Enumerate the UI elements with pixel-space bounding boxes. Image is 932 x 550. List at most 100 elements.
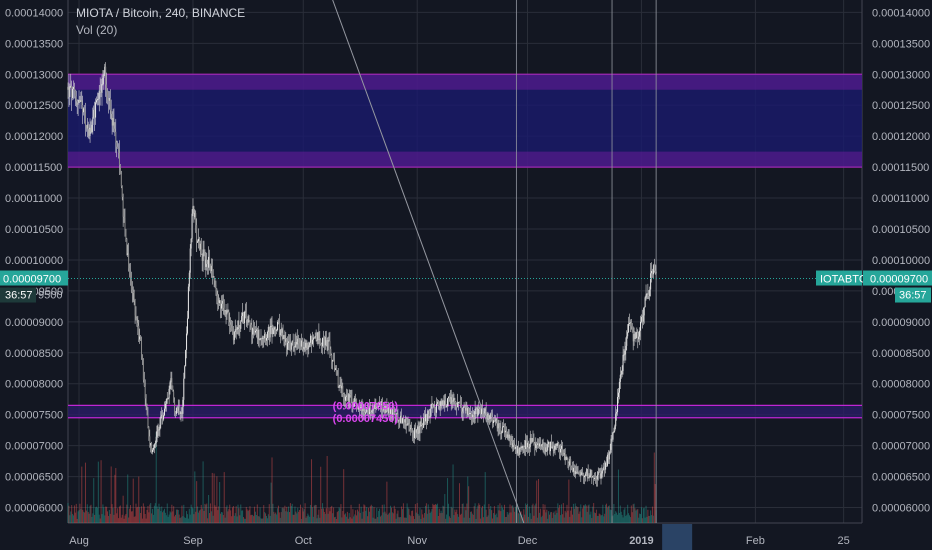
candle-body [340,385,342,389]
candle-body [587,469,589,479]
volume-bar [616,512,618,523]
volume-bar [189,514,191,523]
candle-body [645,294,647,298]
candle-body [378,406,380,408]
volume-bar [134,516,136,523]
candle-body [634,334,636,339]
candle-body [212,276,214,278]
candle-body [301,340,303,349]
fib-level-label: (0.00007650) [333,400,399,412]
candle-body [365,411,367,415]
candle-body [291,340,293,343]
left-tick-label: 0.00013000 [5,69,63,81]
volume-bar [514,511,516,523]
volume-bar [120,517,122,523]
time-axis[interactable]: Aug Sep Oct Nov Dec 2019 Feb 25 [69,524,850,550]
volume-bar [350,504,352,523]
candle-body [349,394,351,395]
volume-bar [475,518,477,523]
volume-bar [578,513,580,523]
right-price-axis[interactable]: 0.00014000 0.00013500 0.00013000 0.00012500… [872,7,930,514]
candle-body [229,322,231,325]
candle-body [232,331,234,341]
right-tick-label: 0.00010500 [872,224,930,236]
candle-body [360,406,362,410]
candle-body [465,407,467,411]
volume-bar [305,517,307,523]
volume-bar [405,517,407,523]
volume-bar [211,472,213,523]
volume-bar [68,505,70,523]
volume-bar [425,503,427,523]
candle-body [70,85,72,87]
candle-body [273,327,275,330]
volume-bar [641,518,643,523]
candle-body [267,326,269,332]
candle-body [569,459,571,466]
volume-bar [576,506,578,523]
volume-bar [424,513,426,523]
candle-body [380,401,382,410]
volume-bar [215,506,217,523]
volume-bar [589,514,591,523]
candle-body [324,337,326,346]
volume-bar [642,508,644,523]
volume-bar [109,513,111,523]
volume-bar [392,513,394,523]
volume-bar [192,508,194,523]
volume-bar [214,505,216,523]
volume-bar [345,516,347,523]
candle-body [269,326,271,338]
volume-bar [651,506,653,523]
candle-body [96,99,98,101]
candle-body [278,323,280,336]
volume-bar [175,509,177,523]
volume-bar [610,510,612,523]
candle-body [241,316,243,322]
volume-bar [581,517,583,523]
volume-bar [442,505,444,523]
left-price-axis[interactable]: 0.00014000 0.00013500 0.00013000 0.00012500… [5,7,63,514]
candle-body [651,270,653,274]
candle-body [607,454,609,460]
candle-body [350,394,352,399]
candle-body [127,253,129,255]
candle-body [133,292,135,301]
candle-body [125,229,127,239]
volume-bar [637,509,639,523]
volume-bar [368,507,370,523]
volume-bar [360,506,362,523]
candle-body [391,408,393,418]
volume-indicator-label[interactable]: Vol (20) [76,23,117,37]
left-tick-label: 0.00014000 [5,7,63,19]
volume-bar [617,469,619,523]
candle-body [615,413,617,427]
candle-body [381,401,383,411]
candle-body [161,414,163,417]
candle-body [554,443,556,450]
candle-body [416,429,418,434]
candle-body [397,413,399,422]
candle-body [75,96,77,102]
volume-bar [467,476,469,523]
volume-bar [125,514,127,523]
candle-body [454,398,456,402]
zones-layer [68,73,862,419]
volume-bar [198,510,200,523]
candle-body [641,317,643,322]
candle-body [274,327,276,330]
candle-body [443,400,445,405]
volume-bar [558,507,560,523]
candle-body [230,324,232,328]
candle-body [582,472,584,474]
left-tick-label: 0.00012500 [5,100,63,112]
candle-body [404,419,406,423]
candle-body [347,400,349,403]
candle-body [650,273,652,290]
candle-body [470,413,472,414]
candle-body [444,400,446,405]
volume-bar [552,512,554,523]
volume-bar [331,505,333,523]
candle-body [547,444,549,451]
